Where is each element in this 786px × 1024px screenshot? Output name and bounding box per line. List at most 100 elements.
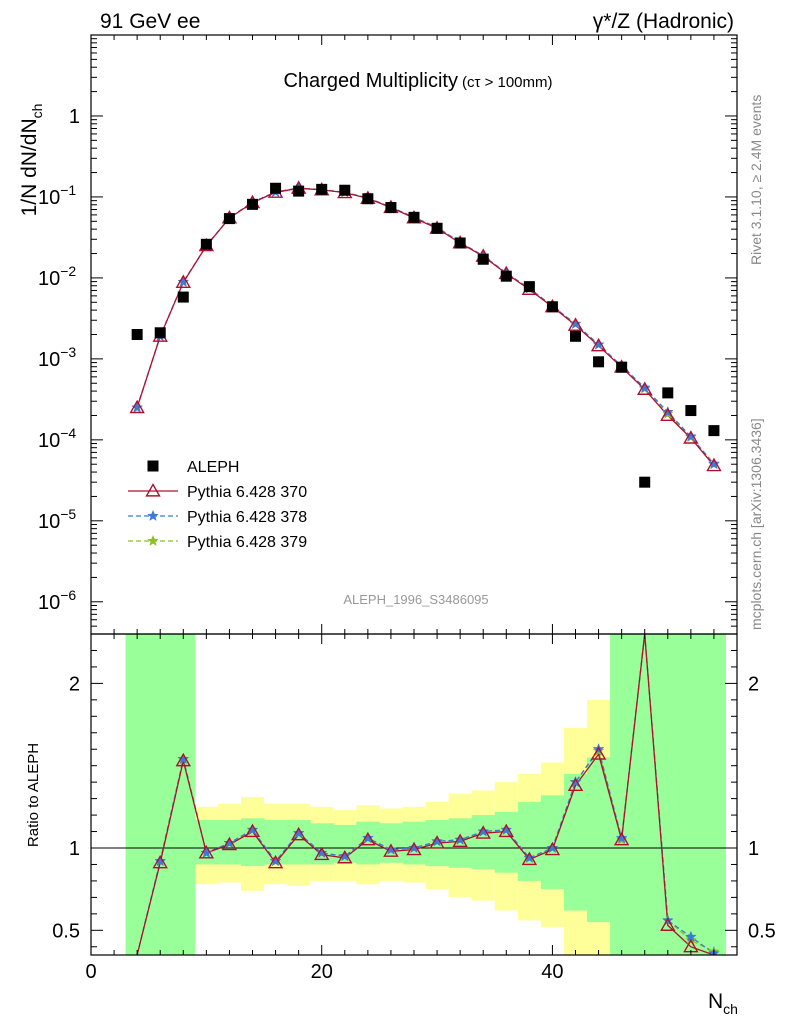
main-panel (129, 180, 722, 488)
data-point (477, 253, 489, 265)
series-point-0 (129, 399, 145, 414)
legend-marker-aleph (147, 460, 159, 472)
data-point (154, 327, 166, 339)
data-point (685, 405, 697, 417)
data-point (362, 193, 374, 205)
ratio-point-1 (500, 823, 513, 835)
green-band-bin (679, 634, 703, 955)
series-point-0 (706, 457, 722, 472)
legend-label-aleph: ALEPH (187, 459, 239, 476)
legend-marker-0 (145, 483, 161, 497)
data-point (431, 222, 443, 234)
chart-title: Charged Multiplicity (cτ > 100mm) (283, 70, 552, 92)
ratio-y-tick-label-right: 0.5 (748, 920, 776, 942)
series-point-0 (175, 274, 191, 288)
series-point-0 (660, 407, 676, 422)
green-band-bin (471, 815, 496, 870)
data-point (270, 182, 282, 194)
data-point (593, 356, 605, 368)
ratio-point-0 (406, 841, 422, 856)
ratio-point-0 (337, 849, 353, 864)
green-band-bin (448, 818, 473, 868)
ratio-point-0 (244, 823, 261, 838)
ratio-y-tick-label: 2 (69, 673, 80, 695)
legend-marker-2 (147, 534, 159, 546)
series-point-0 (683, 430, 699, 444)
ratio-point-1 (338, 849, 351, 862)
data-point (339, 184, 351, 196)
ratio-y-tick-label: 0.5 (52, 920, 80, 942)
green-band-bin (517, 801, 542, 881)
y-tick-label: 10−5 (38, 506, 76, 533)
ratio-point-1 (200, 846, 213, 858)
ratio-point-1 (454, 833, 467, 845)
series-point-1 (592, 338, 605, 350)
ratio-point-1 (223, 836, 236, 849)
ratio-panel (91, 634, 737, 955)
ratio-point-0 (221, 836, 238, 851)
ratio-point-1 (615, 831, 628, 844)
y-axis-label: 1/N dN/dNch (18, 104, 45, 217)
ratio-point-0 (567, 777, 584, 792)
ratio-point-0 (498, 823, 514, 838)
ratio-point-1 (408, 841, 420, 853)
header-right-label: γ*/Z (Hadronic) (593, 10, 734, 33)
ratio-y-tick-label-right: 1 (748, 838, 759, 860)
y-tick-label: 10−1 (38, 182, 76, 209)
ratio-point-1 (315, 846, 328, 858)
x-tick-label: 40 (541, 961, 563, 983)
data-point (408, 211, 420, 223)
ratio-y-tick-label: 1 (69, 838, 80, 860)
ratio-point-0 (152, 854, 168, 869)
series-point-1 (638, 381, 651, 393)
legend-label-1: Pythia 6.428 378 (187, 509, 307, 526)
series-point-1 (569, 317, 582, 329)
x-axis-label: Nch (708, 990, 738, 1017)
y-tick-label: 10−3 (38, 344, 76, 371)
mcplots-label: mcplots.cern.ch [arXiv:1306.3436] (748, 418, 764, 630)
legend-marker-1 (147, 509, 159, 521)
ratio-point-0 (290, 826, 307, 841)
green-band-bin (702, 634, 726, 955)
ratio-point-1 (523, 851, 536, 863)
header-left-label: 91 GeV ee (100, 10, 200, 33)
ratio-point-0 (521, 851, 538, 866)
ratio-point-1 (569, 776, 582, 788)
data-point (316, 183, 328, 195)
ratio-point-0 (360, 831, 376, 846)
series-line-1 (136, 187, 715, 465)
data-point (200, 238, 212, 250)
ratio-point-1 (546, 841, 559, 853)
analysis-label: ALEPH_1996_S3486095 (343, 592, 488, 607)
rivet-version-label: Rivet 3.1.10, ≥ 2.4M events (748, 95, 764, 265)
y-tick-label: 10−2 (38, 263, 76, 290)
green-band-bin (494, 811, 519, 873)
ratio-point-0 (660, 917, 676, 931)
green-band-bin (633, 634, 657, 955)
data-point (708, 425, 720, 437)
series-line-2 (136, 187, 715, 464)
x-tick-label: 0 (85, 961, 96, 983)
green-band-bin (287, 820, 311, 865)
ratio-point-1 (431, 835, 443, 847)
ratio-point-0 (267, 854, 284, 869)
green-band-bin (610, 634, 634, 955)
ratio-uncertainty-bands (125, 634, 726, 955)
series-point-1 (661, 405, 674, 418)
x-tick-label: 20 (311, 961, 333, 983)
data-point (247, 198, 258, 210)
legend: ALEPH Pythia 6.428 370 Pythia 6.428 378 Pyt… (128, 459, 307, 551)
ratio-y-tick-label-right: 2 (748, 673, 759, 695)
y-tick-label: 10−4 (38, 425, 76, 452)
data-point (639, 476, 651, 488)
ratio-point-1 (246, 823, 259, 835)
green-band-bin (240, 818, 265, 867)
ratio-point-0 (198, 845, 215, 859)
series-point-1 (684, 430, 697, 442)
data-point (293, 185, 305, 197)
ratio-point-0 (452, 833, 468, 847)
series-point-1 (131, 401, 144, 413)
ratio-point-1 (269, 854, 282, 867)
ratio-point-0 (475, 825, 491, 839)
